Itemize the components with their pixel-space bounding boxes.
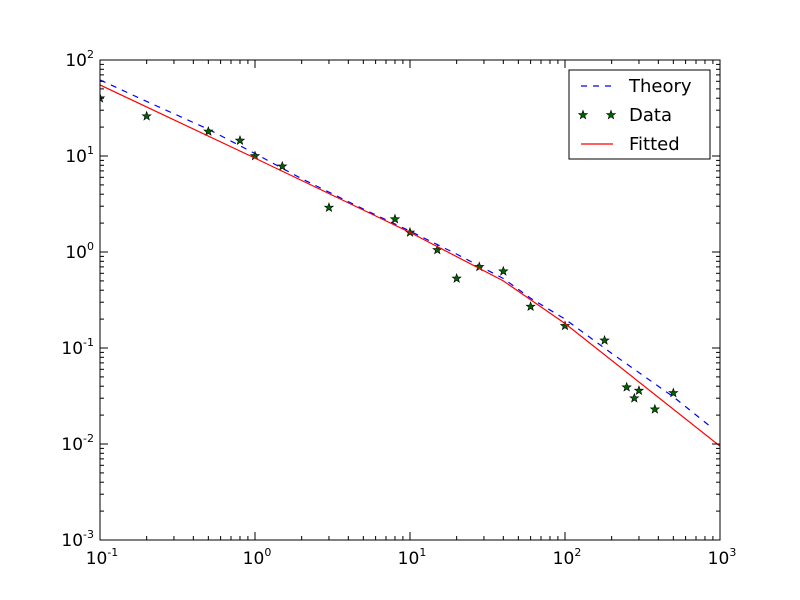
data-point <box>277 160 288 171</box>
data-point <box>559 320 571 331</box>
y-tick-label: 10-2 <box>61 432 94 455</box>
legend-label: Theory <box>628 76 692 97</box>
y-tick-label: 101 <box>65 144 94 167</box>
data-point <box>323 202 335 213</box>
x-tick-label: 101 <box>398 546 427 569</box>
x-tick-label: 102 <box>553 546 582 569</box>
x-tick-label: 10-1 <box>86 546 119 569</box>
data-point <box>451 272 462 283</box>
tick-labels-layer: 10-1 100 101 102 103 10-3 10-2 10-1 100 101 102 <box>61 48 736 569</box>
legend-entries: Theory Data Fitted <box>577 76 692 155</box>
data-point <box>599 334 610 345</box>
data-point <box>389 213 401 224</box>
legend-label: Data <box>629 105 672 126</box>
data-point <box>649 403 661 414</box>
y-tick-label: 10-3 <box>61 528 94 551</box>
x-tick-label: 100 <box>243 546 272 569</box>
series-layer <box>100 79 720 447</box>
legend-marker <box>605 109 617 120</box>
data-point <box>525 301 536 312</box>
data-point <box>668 387 679 398</box>
legend-marker <box>577 109 589 120</box>
data-point <box>629 392 640 403</box>
data-point <box>621 381 632 392</box>
y-tick-label: 100 <box>65 240 94 263</box>
data-point <box>633 385 645 396</box>
data-point <box>498 265 509 276</box>
fitted-line <box>100 84 720 447</box>
x-tick-label: 103 <box>708 546 737 569</box>
data-point <box>234 135 246 145</box>
legend: Theory Data Fitted <box>568 69 711 160</box>
y-tick-label: 102 <box>65 48 94 71</box>
y-tick-label: 10-1 <box>61 336 94 359</box>
ticks-layer <box>99 59 721 541</box>
data-point <box>203 126 214 136</box>
legend-label: Fitted <box>629 134 680 155</box>
data-point <box>141 110 152 121</box>
